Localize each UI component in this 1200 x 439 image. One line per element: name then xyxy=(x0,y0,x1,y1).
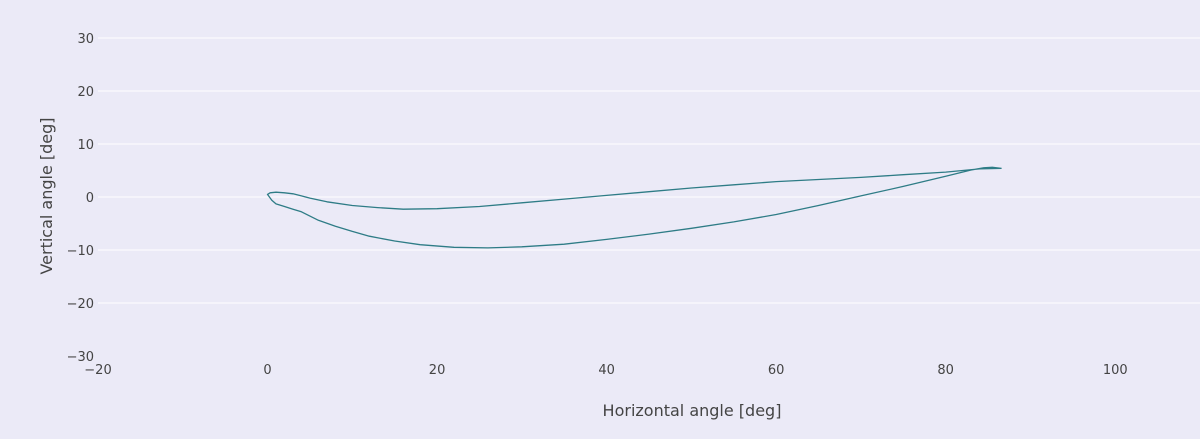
x-tick-label: 20 xyxy=(429,363,446,378)
y-tick-label: −20 xyxy=(67,297,94,312)
y-axis: −30 −20 −10 0 10 20 30 xyxy=(67,32,94,365)
x-tick-label: 0 xyxy=(263,363,271,378)
y-tick-label: −30 xyxy=(67,350,94,365)
y-tick-label: 10 xyxy=(77,138,94,153)
plot-area xyxy=(266,166,1002,249)
x-tick-label: 40 xyxy=(598,363,615,378)
series-line xyxy=(266,166,1002,249)
x-tick-label: 80 xyxy=(937,363,954,378)
y-tick-label: 20 xyxy=(77,85,94,100)
y-tick-label: −10 xyxy=(67,244,94,259)
grid xyxy=(98,37,1200,304)
x-tick-label: −20 xyxy=(84,363,111,378)
x-tick-label: 100 xyxy=(1103,363,1128,378)
y-tick-label: 30 xyxy=(77,32,94,47)
x-axis-title: Horizontal angle [deg] xyxy=(603,401,782,420)
x-axis: −20 0 20 40 60 80 100 xyxy=(84,363,1127,378)
x-tick-label: 60 xyxy=(768,363,785,378)
y-tick-label: 0 xyxy=(86,191,94,206)
y-axis-title: Vertical angle [deg] xyxy=(37,117,56,274)
